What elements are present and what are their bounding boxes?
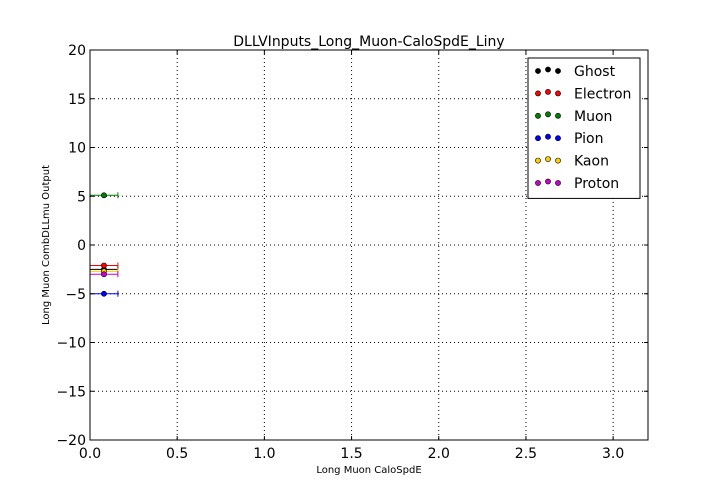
legend-item-pion: Pion xyxy=(535,131,603,147)
legend-marker xyxy=(545,89,551,95)
legend-label: Kaon xyxy=(574,154,609,170)
legend-marker xyxy=(535,68,541,74)
legend-item-muon: Muon xyxy=(535,109,612,125)
legend-marker xyxy=(555,135,561,142)
legend-marker xyxy=(545,111,551,118)
series-proton xyxy=(90,271,119,278)
legend-marker xyxy=(545,156,551,162)
legend-marker xyxy=(555,68,561,74)
series-muon xyxy=(90,192,119,199)
x-tick-label: 1.5 xyxy=(340,446,362,462)
x-axis-label: Long Muon CaloSpdE xyxy=(316,465,421,476)
legend-marker xyxy=(545,66,551,73)
legend-marker xyxy=(555,157,561,164)
series-pion xyxy=(90,290,119,297)
legend: Ghost Electron Muon Pion Kaon Proton xyxy=(527,57,641,199)
legend-marker xyxy=(535,157,541,164)
y-tick-label: 20 xyxy=(68,43,86,59)
legend-item-ghost: Ghost xyxy=(535,64,616,80)
y-tick-label: −15 xyxy=(56,384,86,400)
legend-label: Electron xyxy=(574,86,631,102)
legend-label: Muon xyxy=(574,109,612,125)
data-point xyxy=(101,192,107,199)
data-point xyxy=(101,290,107,297)
legend-marker xyxy=(535,135,541,142)
y-tick-label: −5 xyxy=(65,287,86,303)
legend-item-proton: Proton xyxy=(535,176,619,192)
legend-marker xyxy=(555,90,561,97)
x-tick-label: 2.0 xyxy=(428,446,450,462)
data-point xyxy=(101,271,107,278)
y-tick-label: 0 xyxy=(77,238,86,254)
legend-item-kaon: Kaon xyxy=(535,154,609,170)
y-tick-label: 15 xyxy=(68,92,86,108)
y-axis-label: Long Muon CombDLLmu Output xyxy=(41,165,52,325)
x-tick-label: 0.5 xyxy=(166,446,188,462)
series-electron xyxy=(90,262,119,269)
x-tick-label: 2.5 xyxy=(515,446,537,462)
legend-box xyxy=(527,57,641,199)
y-tick-label: −10 xyxy=(56,336,86,352)
axis-ticks: 0.0 0.5 1.0 1.5 2.0 2.5 3.0 −20 −15 −10 −5 0 5 10 15 20 xyxy=(56,43,648,462)
x-tick-label: 3.0 xyxy=(602,446,624,462)
legend-label: Ghost xyxy=(574,64,616,80)
y-tick-label: −20 xyxy=(56,433,86,449)
y-tick-label: 10 xyxy=(68,141,86,157)
data-point xyxy=(101,262,107,269)
legend-marker xyxy=(535,112,541,119)
legend-marker xyxy=(545,178,551,185)
legend-marker xyxy=(535,90,541,97)
legend-marker xyxy=(535,180,541,186)
chart-title: DLLVInputs_Long_Muon-CaloSpdE_Liny xyxy=(233,34,504,50)
legend-label: Pion xyxy=(574,131,603,147)
x-tick-label: 1.0 xyxy=(253,446,275,462)
x-tick-label: 0.0 xyxy=(79,446,101,462)
legend-marker xyxy=(555,180,561,186)
legend-label: Proton xyxy=(574,176,619,192)
legend-marker xyxy=(555,112,561,119)
data-marks xyxy=(90,192,119,297)
legend-item-electron: Electron xyxy=(535,86,631,102)
legend-marker xyxy=(545,133,551,140)
y-tick-label: 5 xyxy=(77,189,86,205)
